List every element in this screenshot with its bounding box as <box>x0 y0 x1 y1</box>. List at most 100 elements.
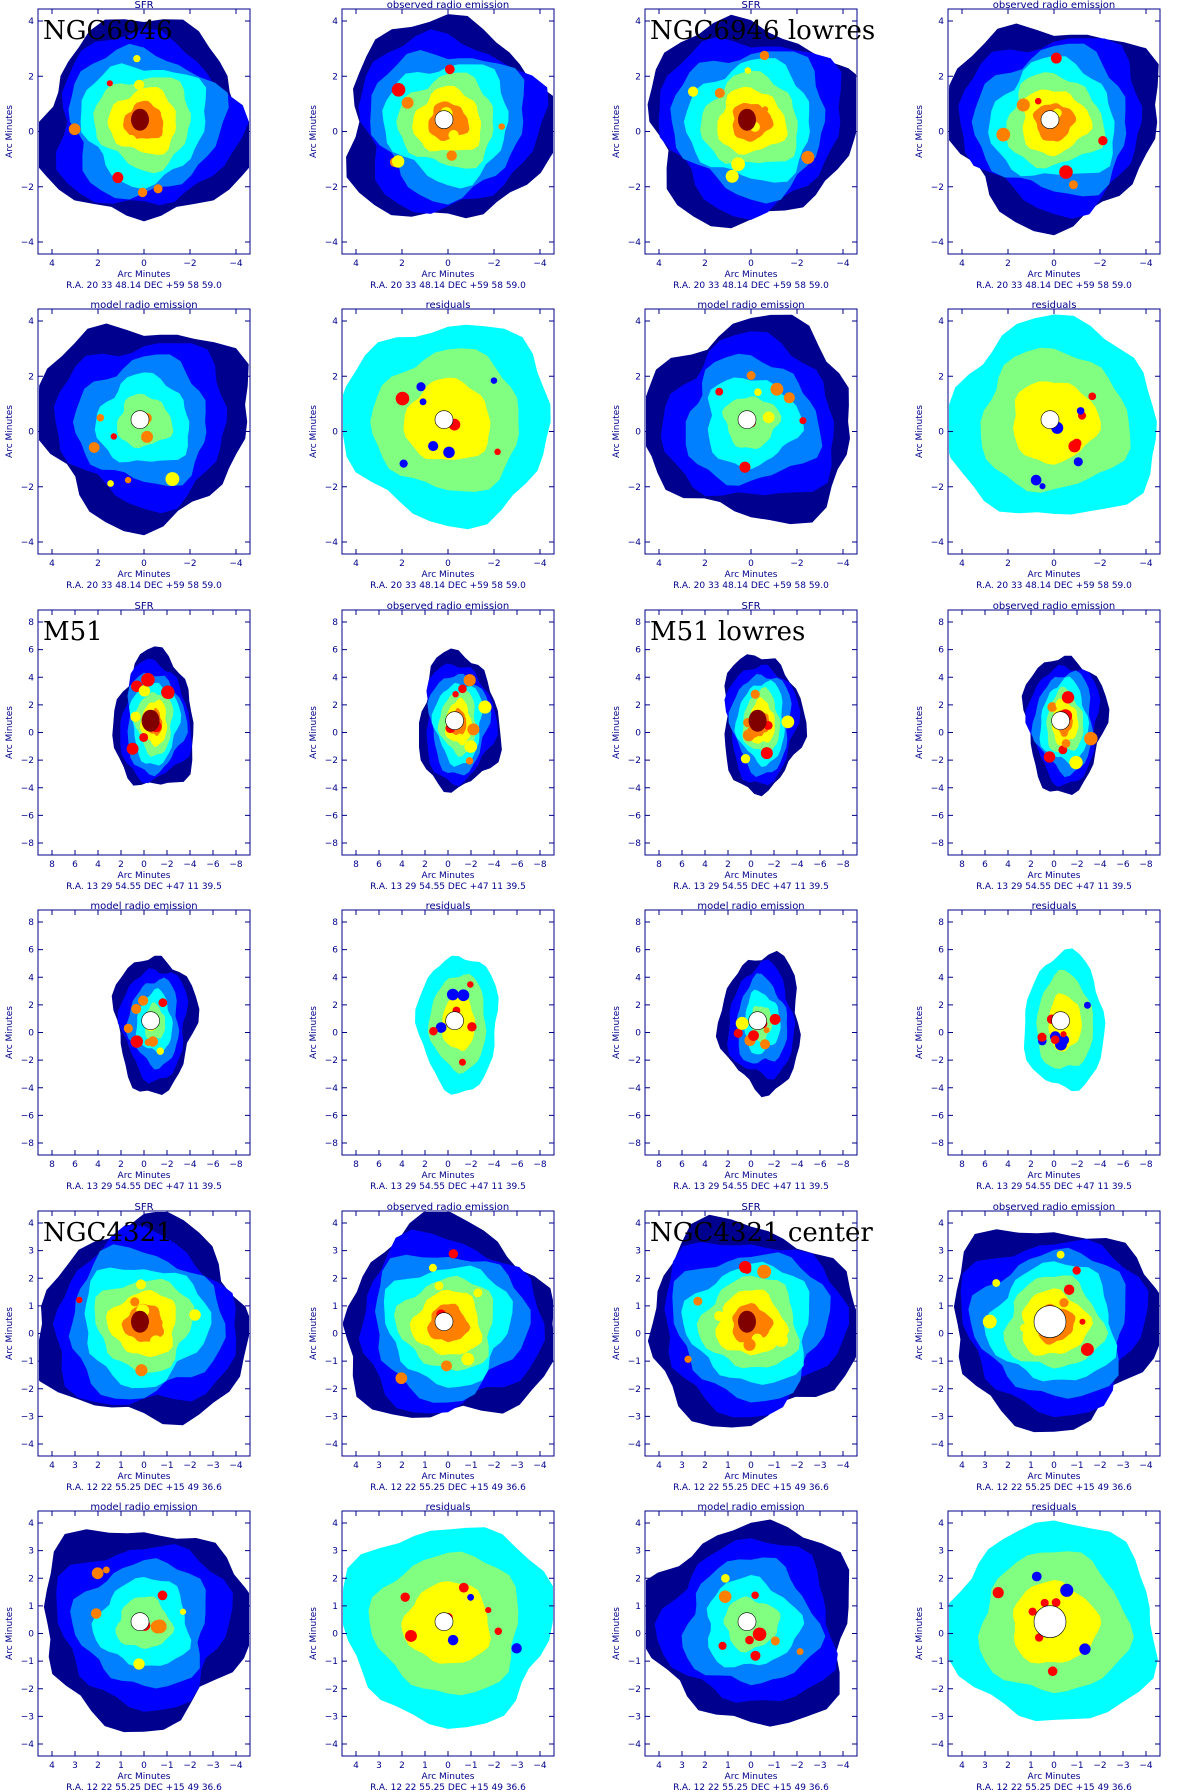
x-tick-label: −4 <box>183 1160 197 1170</box>
y-tick-label: 0 <box>938 128 944 138</box>
y-tick-label: 0 <box>332 428 338 438</box>
coordinate-label: R.A. 13 29 54.55 DEC +47 11 39.5 <box>673 882 829 892</box>
panel-title: observed radio emission <box>993 601 1116 612</box>
y-tick-label: 3 <box>938 1247 944 1257</box>
y-tick-label: 4 <box>28 973 34 983</box>
x-axis-label: Arc Minutes <box>422 270 475 280</box>
x-tick-label: 0 <box>141 559 147 569</box>
y-tick-label: −2 <box>21 1385 34 1395</box>
y-tick-label: 6 <box>332 946 338 956</box>
y-tick-label: 2 <box>938 1001 944 1011</box>
panel-1-top-3: observed radio emission 8 6 4 2 0 −2 −4 −6 −8 8 6 4 2… <box>915 601 1161 892</box>
x-tick-label: 4 <box>49 559 55 569</box>
x-axis-label: Arc Minutes <box>422 1171 475 1181</box>
panel-title: SFR <box>134 1202 153 1213</box>
y-tick-label: 0 <box>635 1630 641 1640</box>
coordinate-label: R.A. 13 29 54.55 DEC +47 11 39.5 <box>370 1182 526 1192</box>
y-tick-label: 0 <box>332 128 338 138</box>
coordinate-label: R.A. 20 33 48.14 DEC +59 58 59.0 <box>66 281 222 291</box>
x-tick-label: 4 <box>353 1461 359 1471</box>
x-axis-label: Arc Minutes <box>118 1472 171 1482</box>
x-tick-label: −6 <box>206 1160 220 1170</box>
y-tick-label: 0 <box>938 1330 944 1340</box>
panel-title: SFR <box>134 0 153 11</box>
x-tick-label: 0 <box>748 860 754 870</box>
coordinate-label: R.A. 20 33 48.14 DEC +59 58 59.0 <box>66 581 222 591</box>
y-axis-label: Arc Minutes <box>5 405 15 458</box>
x-tick-label: 4 <box>702 1160 708 1170</box>
y-tick-label: 0 <box>938 1630 944 1640</box>
x-tick-label: −6 <box>510 1160 524 1170</box>
y-tick-label: 1 <box>938 1302 944 1312</box>
y-tick-label: 2 <box>938 701 944 711</box>
x-tick-label: 0 <box>748 1761 754 1771</box>
galaxy-map <box>949 314 1157 515</box>
x-tick-label: −1 <box>767 1761 780 1771</box>
y-tick-label: 0 <box>332 1330 338 1340</box>
galaxy-map <box>1023 948 1106 1092</box>
x-tick-label: 6 <box>982 860 988 870</box>
y-axis-label: Arc Minutes <box>309 1006 319 1059</box>
y-tick-label: 0 <box>635 729 641 739</box>
galaxy-map <box>646 1519 850 1727</box>
x-tick-label: 4 <box>959 1761 965 1771</box>
x-tick-label: 0 <box>141 1761 147 1771</box>
y-axis-label: Arc Minutes <box>915 706 925 759</box>
panel-2-top-3: observed radio emission 4 3 2 1 0 −1 −2 −3 −4 4 3 2 1… <box>915 1202 1161 1493</box>
x-tick-label: 4 <box>959 559 965 569</box>
x-axis-label: Arc Minutes <box>422 570 475 580</box>
y-tick-label: −1 <box>21 1657 34 1667</box>
y-tick-label: 8 <box>28 918 34 928</box>
x-tick-label: −8 <box>533 860 547 870</box>
y-tick-label: −4 <box>931 238 945 248</box>
y-tick-label: −3 <box>628 1412 641 1422</box>
y-tick-label: 1 <box>635 1602 641 1612</box>
coordinate-label: R.A. 20 33 48.14 DEC +59 58 59.0 <box>673 281 829 291</box>
x-tick-label: −4 <box>1139 559 1153 569</box>
panel-title: model radio emission <box>90 901 197 912</box>
x-tick-label: 6 <box>72 1160 78 1170</box>
y-tick-label: −4 <box>325 1084 339 1094</box>
galaxy-map <box>39 1212 249 1426</box>
y-axis-label: Arc Minutes <box>915 1006 925 1059</box>
y-axis-label: Arc Minutes <box>309 1607 319 1660</box>
y-tick-label: 0 <box>28 1630 34 1640</box>
x-tick-label: 4 <box>656 559 662 569</box>
y-axis-label: Arc Minutes <box>309 105 319 158</box>
y-tick-label: 6 <box>635 946 641 956</box>
x-tick-label: 2 <box>1005 259 1011 269</box>
x-axis-label: Arc Minutes <box>422 1472 475 1482</box>
x-tick-label: −3 <box>206 1461 219 1471</box>
y-tick-label: −3 <box>931 1412 944 1422</box>
x-tick-label: 1 <box>422 1761 428 1771</box>
y-tick-label: −4 <box>931 1440 945 1450</box>
y-tick-label: 4 <box>938 673 944 683</box>
y-tick-label: 3 <box>332 1547 338 1557</box>
y-tick-label: −4 <box>628 238 642 248</box>
x-tick-label: −6 <box>206 860 220 870</box>
panel-title: observed radio emission <box>387 601 510 612</box>
x-tick-label: 4 <box>959 259 965 269</box>
galaxy-map <box>111 955 200 1096</box>
x-tick-label: 8 <box>353 860 359 870</box>
x-tick-label: 4 <box>49 1461 55 1471</box>
y-tick-label: 0 <box>28 729 34 739</box>
x-axis-label: Arc Minutes <box>118 1171 171 1181</box>
x-tick-label: 4 <box>353 259 359 269</box>
y-axis-label: Arc Minutes <box>612 1006 622 1059</box>
y-tick-label: 2 <box>28 1574 34 1584</box>
panel-1-bottom-3: residuals 8 6 4 2 0 −2 −4 −6 −8 8 6 4 2 0 −2 −4 −6 −8 Arc M… <box>915 901 1161 1192</box>
y-tick-label: −4 <box>628 1740 642 1750</box>
y-tick-label: 0 <box>635 428 641 438</box>
y-tick-label: −2 <box>931 183 944 193</box>
y-tick-label: 4 <box>938 17 944 27</box>
x-tick-label: −1 <box>1070 1761 1083 1771</box>
y-tick-label: −2 <box>21 1056 34 1066</box>
y-tick-label: −4 <box>21 538 35 548</box>
x-tick-label: 6 <box>72 860 78 870</box>
x-axis-label: Arc Minutes <box>422 871 475 881</box>
coordinate-label: R.A. 13 29 54.55 DEC +47 11 39.5 <box>976 882 1132 892</box>
y-tick-label: 2 <box>28 1274 34 1284</box>
